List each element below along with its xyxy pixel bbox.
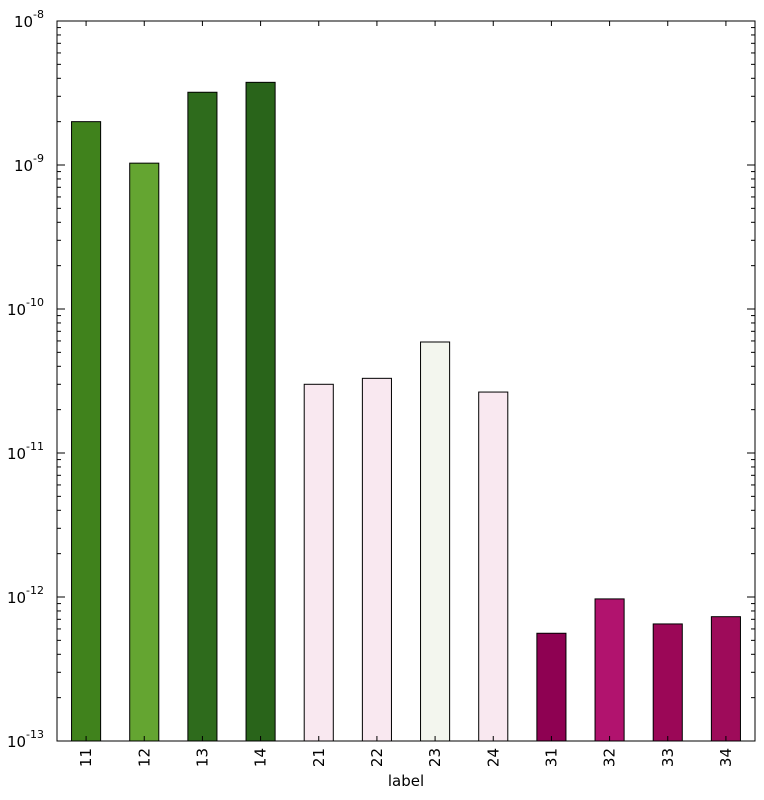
y-tick-label: 10-12 <box>7 584 44 607</box>
bar-11 <box>71 121 102 742</box>
bar-21 <box>303 383 334 742</box>
x-tick-label: 22 <box>368 748 386 767</box>
bar-31 <box>536 632 567 742</box>
x-tick-label: 32 <box>601 748 619 767</box>
plot-frame <box>56 20 756 742</box>
bar-13 <box>187 91 218 742</box>
x-tick-label: 21 <box>310 748 328 767</box>
y-tick-label: 10-13 <box>7 728 44 751</box>
bar-33 <box>652 623 683 742</box>
x-tick-label: 12 <box>135 748 153 767</box>
bar-23 <box>420 341 451 742</box>
x-tick-label: 24 <box>484 748 502 767</box>
x-tick-label: 11 <box>77 748 95 767</box>
y-tick-label: 10-11 <box>7 440 44 463</box>
x-tick-label: 34 <box>717 748 735 767</box>
x-tick-label: 31 <box>542 748 560 767</box>
x-tick-label: 14 <box>252 748 270 767</box>
x-axis-ticks: 11 12 13 14 21 22 23 24 31 32 33 34 <box>77 21 735 767</box>
y-axis-ticks: 10-13 10-12 10-11 10-10 10-9 10-8 <box>7 8 755 751</box>
bar-12 <box>129 162 160 742</box>
x-axis-label: label <box>388 772 424 790</box>
bars-layer <box>71 81 741 742</box>
bar-32 <box>594 598 625 742</box>
y-tick-label: 10-10 <box>7 296 44 319</box>
bar-24 <box>478 391 509 742</box>
x-tick-label: 23 <box>426 748 444 767</box>
bar-14 <box>245 81 276 742</box>
y-tick-label: 10-9 <box>14 152 44 175</box>
bar-22 <box>361 377 392 742</box>
x-tick-label: 13 <box>193 748 211 767</box>
y-tick-label: 10-8 <box>14 8 44 31</box>
x-tick-label: 33 <box>659 748 677 767</box>
bar-34 <box>710 616 741 742</box>
